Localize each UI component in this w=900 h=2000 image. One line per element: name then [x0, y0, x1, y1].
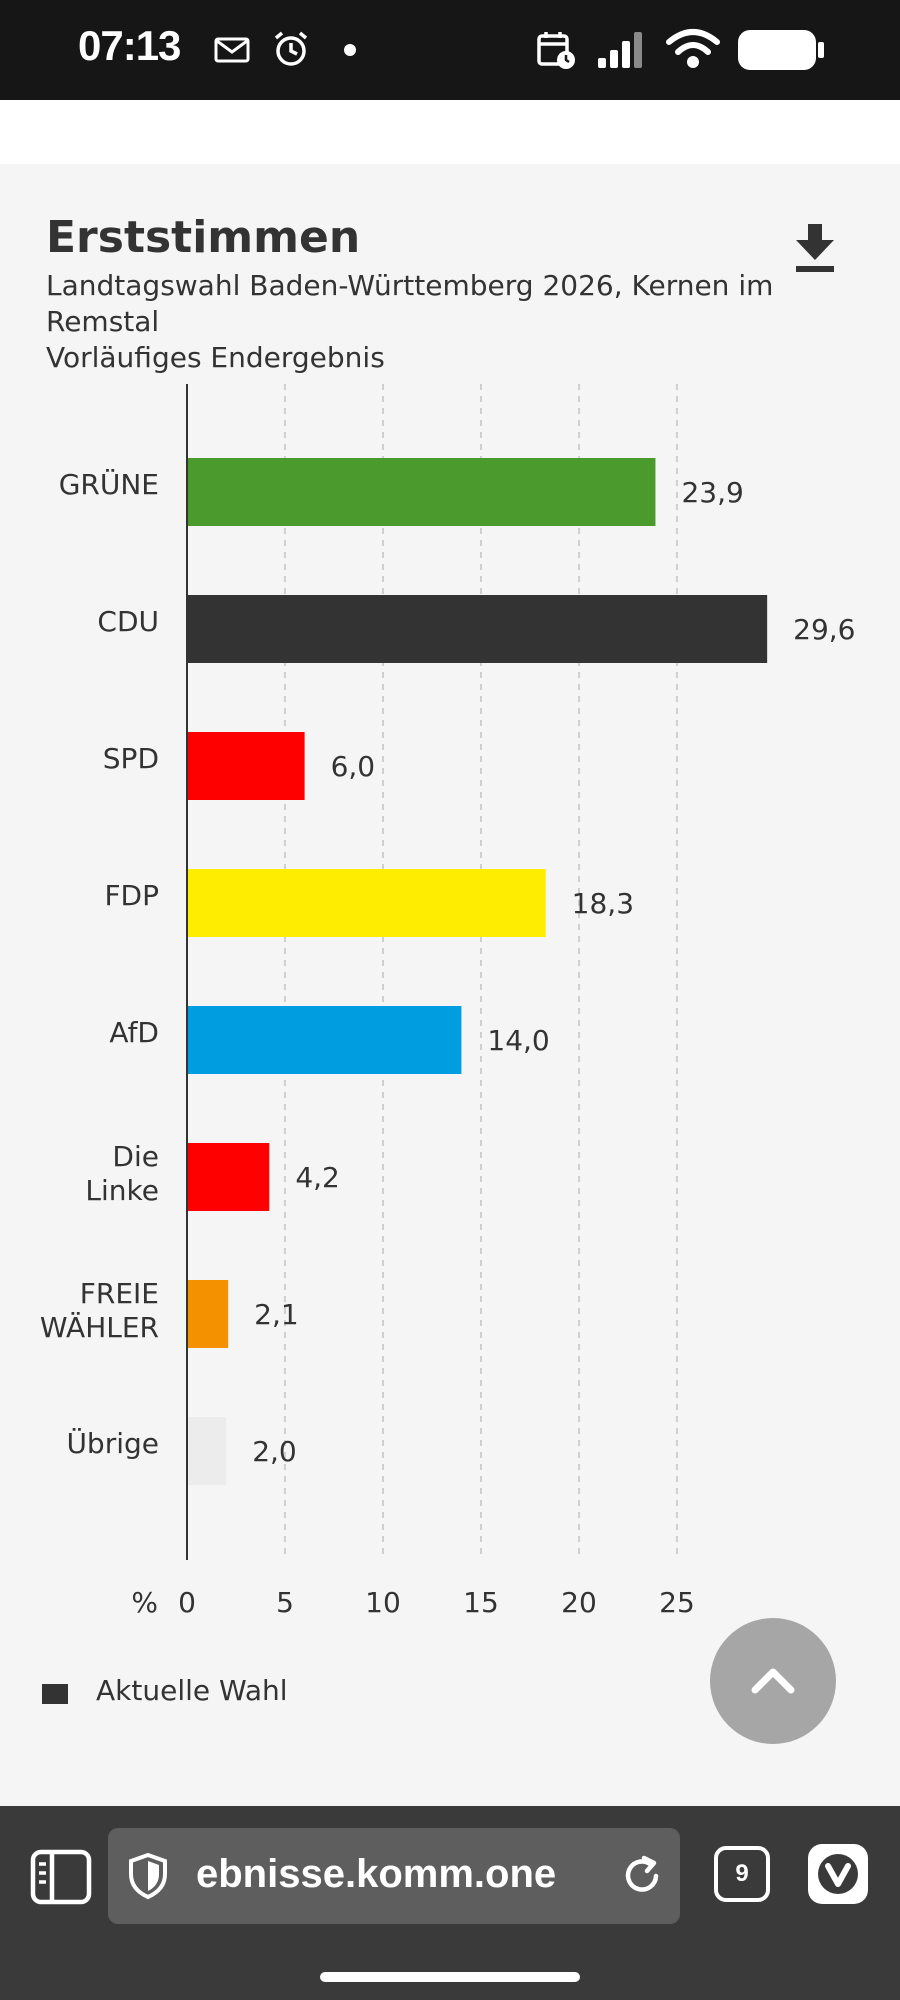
tick-label: 20	[561, 1586, 597, 1619]
chart-status: Vorläufiges Endergebnis	[46, 341, 385, 374]
chart-title: Erststimmen	[46, 212, 361, 263]
bar	[187, 1417, 227, 1485]
chart-card: Erststimmen Landtagswahl Baden-Württembe…	[0, 164, 900, 1806]
status-bar: 07:13	[0, 0, 900, 100]
scroll-to-top-button[interactable]	[710, 1618, 836, 1744]
category-label: FDP	[104, 879, 159, 912]
bar	[187, 458, 656, 526]
value-label: 23,9	[681, 476, 743, 509]
download-button[interactable]	[790, 222, 840, 276]
value-label: 18,3	[572, 887, 634, 920]
bar	[187, 1006, 462, 1074]
download-icon	[796, 224, 834, 272]
bar	[187, 1143, 270, 1211]
calendar-icon	[537, 32, 575, 69]
tick-label: 25	[659, 1586, 695, 1619]
value-label: 14,0	[487, 1024, 549, 1057]
category-label: SPD	[103, 742, 159, 775]
status-time: 07:13	[78, 22, 181, 69]
category-label: GRÜNE	[59, 467, 159, 501]
bar	[187, 1280, 229, 1348]
signal-icon	[598, 32, 642, 68]
tick-label: 10	[365, 1586, 401, 1619]
value-label: 6,0	[331, 750, 376, 783]
panel-icon	[30, 1849, 92, 1905]
vivaldi-logo-icon	[818, 1854, 858, 1894]
value-label: 2,1	[254, 1298, 299, 1331]
category-label: CDU	[97, 605, 159, 638]
bar	[187, 869, 546, 937]
alarm-icon	[274, 31, 308, 66]
tab-count-button[interactable]: 9	[714, 1846, 770, 1902]
value-label: 2,0	[252, 1435, 297, 1468]
chevron-up-icon	[751, 1668, 795, 1694]
shield-icon[interactable]	[126, 1852, 170, 1900]
mail-icon	[214, 37, 250, 63]
panel-toggle-button[interactable]	[30, 1846, 92, 1908]
chart-subtitle: Landtagswahl Baden-Württemberg 2026, Ker…	[46, 269, 774, 338]
legend-swatch	[42, 1684, 68, 1704]
tick-label: 15	[463, 1586, 499, 1619]
reload-icon[interactable]	[620, 1854, 664, 1898]
notification-dot-icon	[344, 44, 356, 56]
category-label: FREIE	[80, 1277, 159, 1310]
home-indicator	[320, 1972, 580, 1982]
battery-icon	[738, 30, 824, 70]
bar	[187, 595, 768, 663]
browser-menu-button[interactable]	[808, 1844, 868, 1904]
bar	[187, 732, 305, 800]
axis-unit-label: %	[131, 1586, 158, 1619]
legend-label: Aktuelle Wahl	[96, 1674, 288, 1707]
value-label: 4,2	[295, 1161, 340, 1194]
category-label: WÄHLER	[40, 1311, 159, 1344]
page-header-strip	[0, 100, 900, 164]
value-label: 29,6	[793, 613, 855, 646]
url-text[interactable]: ebnisse.komm.one	[196, 1852, 557, 1896]
category-label: Linke	[85, 1174, 159, 1207]
category-label: Die	[112, 1140, 159, 1173]
wifi-icon	[666, 29, 720, 68]
browser-toolbar: ebnisse.komm.one 9	[0, 1806, 900, 2000]
category-label: Übrige	[66, 1426, 159, 1460]
tick-label: 5	[276, 1586, 294, 1619]
tick-label: 0	[178, 1586, 196, 1619]
bar-chart: GRÜNE 23,9 CDU 29,6 SPD 6,0 FDP 18,3 AfD 14,0 DieL…	[40, 384, 856, 1619]
category-label: AfD	[109, 1016, 159, 1049]
address-bar[interactable]: ebnisse.komm.one	[108, 1828, 680, 1924]
